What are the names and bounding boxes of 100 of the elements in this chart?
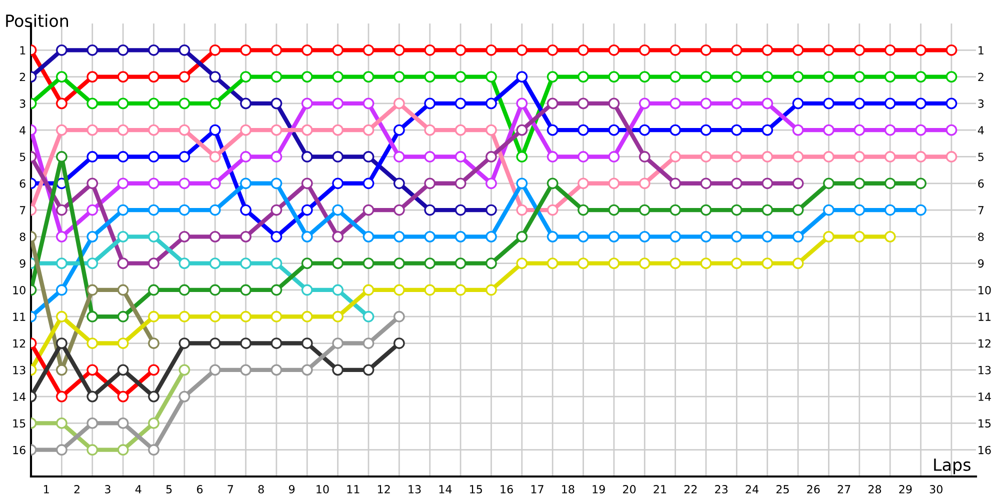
point [454,71,466,82]
point [578,71,589,82]
point [638,71,650,82]
point [86,230,98,242]
point [854,178,866,190]
point [209,204,221,216]
point [56,204,68,216]
point [148,444,160,456]
point [86,310,98,322]
point [700,230,712,242]
point [86,178,98,190]
point [270,204,282,216]
point [915,44,926,56]
point [117,258,129,270]
point [454,44,466,56]
point [240,98,252,110]
point [240,310,252,322]
point [946,124,958,136]
point [546,230,558,242]
point [240,338,252,349]
point [946,71,958,82]
point [270,258,282,270]
point [516,230,528,242]
point [884,124,896,136]
point [117,124,129,136]
x-tick-label: 24 [746,485,758,494]
point [148,390,160,402]
point [454,230,466,242]
point [362,364,374,376]
point [178,204,190,216]
point [424,204,436,216]
point [546,204,558,216]
point [270,338,282,349]
y-tick-label: 16 [13,446,26,454]
y2-tick-label: 2 [978,72,984,82]
point [454,178,466,190]
point [424,44,436,56]
point [240,44,252,56]
y-tick-label: 1 [20,46,26,54]
point [56,230,68,242]
point [700,71,712,82]
point [178,230,190,242]
point [854,124,866,136]
point [700,178,712,190]
point [240,364,252,376]
point [454,284,466,296]
point [823,71,834,82]
point [823,44,834,56]
point [362,98,374,110]
point [209,151,221,162]
point [362,44,374,56]
point [884,178,896,190]
point [915,71,926,82]
x-tick-label: 26 [807,485,820,494]
point [730,151,742,162]
point [792,204,804,216]
point [516,71,528,82]
point [424,98,436,110]
point [86,390,98,402]
point [209,124,221,136]
point [332,98,344,110]
point [301,310,313,322]
y2-tick-label: 14 [978,392,991,401]
point [362,71,374,82]
point [301,71,313,82]
point [148,44,160,56]
point [209,71,221,82]
y2-tick-label: 5 [978,152,984,162]
point [486,204,497,216]
point [86,98,98,110]
point [148,284,160,296]
point [854,151,866,162]
point [546,258,558,270]
x-tick-label: 28 [868,485,882,494]
point [332,124,344,136]
point [362,230,374,242]
point [854,44,866,56]
y-tick-label: 5 [20,152,26,162]
point [730,204,742,216]
point [700,44,712,56]
point [148,151,160,162]
point [148,418,160,429]
point [424,230,436,242]
point [86,444,98,456]
point [362,151,374,162]
point [301,124,313,136]
point [148,258,160,270]
point [86,364,98,376]
point [56,71,68,82]
point [332,284,344,296]
point [762,230,774,242]
point [638,151,650,162]
point [148,338,160,349]
point [209,178,221,190]
point [730,44,742,56]
point [148,124,160,136]
y2-tick-label: 10 [978,286,991,294]
point [209,44,221,56]
point [578,44,589,56]
point [332,44,344,56]
